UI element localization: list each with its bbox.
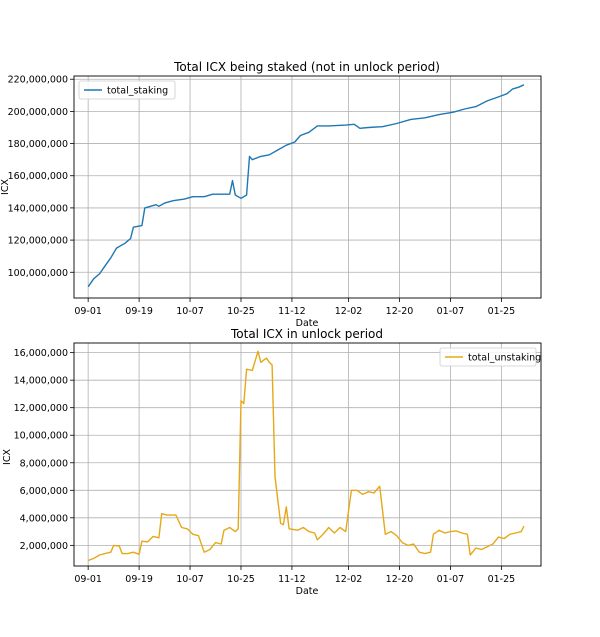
unstaking-y-tick-label: 2,000,000	[20, 541, 68, 552]
staking-y-tick-label: 200,000,000	[8, 107, 68, 118]
staking-x-tick-label: 09-01	[74, 306, 102, 317]
unstaking-x-tick-label: 01-25	[488, 574, 516, 585]
staking-legend-label: total_staking	[107, 86, 168, 97]
staking-chart: Total ICX being staked (not in unlock pe…	[0, 60, 542, 329]
staking-series-line-total_staking	[87, 84, 525, 288]
unstaking-y-tick-label: 10,000,000	[14, 431, 68, 442]
staking-x-tick-label: 10-25	[227, 306, 255, 317]
staking-legend-box	[78, 80, 176, 100]
unstaking-y-tick-label: 12,000,000	[14, 403, 68, 414]
staking-x-tick-label: 12-02	[335, 306, 363, 317]
unstaking-x-axis-label: Date	[296, 586, 319, 597]
unstaking-plot-frame	[73, 342, 542, 567]
unstaking-x-tick-label: 10-25	[227, 574, 255, 585]
unstaking-y-tick-label: 14,000,000	[14, 376, 68, 387]
staking-x-tick-label: 11-12	[278, 306, 306, 317]
staking-x-axis-label: Date	[296, 318, 319, 329]
unstaking-legend: total_unstaking	[439, 347, 541, 367]
unstaking-x-tick-label: 12-02	[335, 574, 363, 585]
unstaking-y-tick-label: 16,000,000	[14, 348, 68, 359]
unstaking-x-tick-label: 12-20	[386, 574, 414, 585]
unstaking-y-tick-label: 8,000,000	[20, 458, 68, 469]
staking-y-tick-label: 160,000,000	[8, 171, 68, 182]
staking-x-tick-label: 01-25	[488, 306, 516, 317]
unstaking-chart-title: Total ICX in unlock period	[230, 327, 383, 341]
unstaking-chart: Total ICX in unlock period Date ICX 09-0…	[2, 327, 542, 597]
unstaking-x-tick-label: 09-19	[125, 574, 153, 585]
staking-y-tick-label: 140,000,000	[8, 203, 68, 214]
unstaking-x-tick-label: 01-07	[437, 574, 465, 585]
unstaking-legend-box	[439, 347, 537, 367]
staking-x-tick-label: 12-20	[386, 306, 414, 317]
staking-x-tick-label: 09-19	[125, 306, 153, 317]
staking-chart-title: Total ICX being staked (not in unlock pe…	[173, 60, 440, 74]
staking-plot-frame	[73, 75, 542, 299]
staking-y-tick-label: 100,000,000	[8, 268, 68, 279]
unstaking-y-tick-label: 4,000,000	[20, 513, 68, 524]
staking-y-tick-label: 220,000,000	[8, 75, 68, 86]
staking-legend: total_staking	[78, 80, 176, 100]
unstaking-series-line-total_unstaking	[87, 350, 525, 562]
staking-y-tick-label: 180,000,000	[8, 139, 68, 150]
unstaking-x-tick-label: 09-01	[74, 574, 102, 585]
unstaking-x-tick-label: 10-07	[176, 574, 204, 585]
staking-y-axis-label: ICX	[0, 179, 11, 195]
staking-y-tick-label: 120,000,000	[8, 236, 68, 247]
staking-x-tick-label: 01-07	[437, 306, 465, 317]
unstaking-y-tick-label: 6,000,000	[20, 486, 68, 497]
unstaking-x-tick-label: 11-12	[278, 574, 306, 585]
staking-x-tick-label: 10-07	[176, 306, 204, 317]
unstaking-y-axis-label: ICX	[2, 449, 13, 465]
unstaking-legend-label: total_unstaking	[468, 353, 541, 364]
